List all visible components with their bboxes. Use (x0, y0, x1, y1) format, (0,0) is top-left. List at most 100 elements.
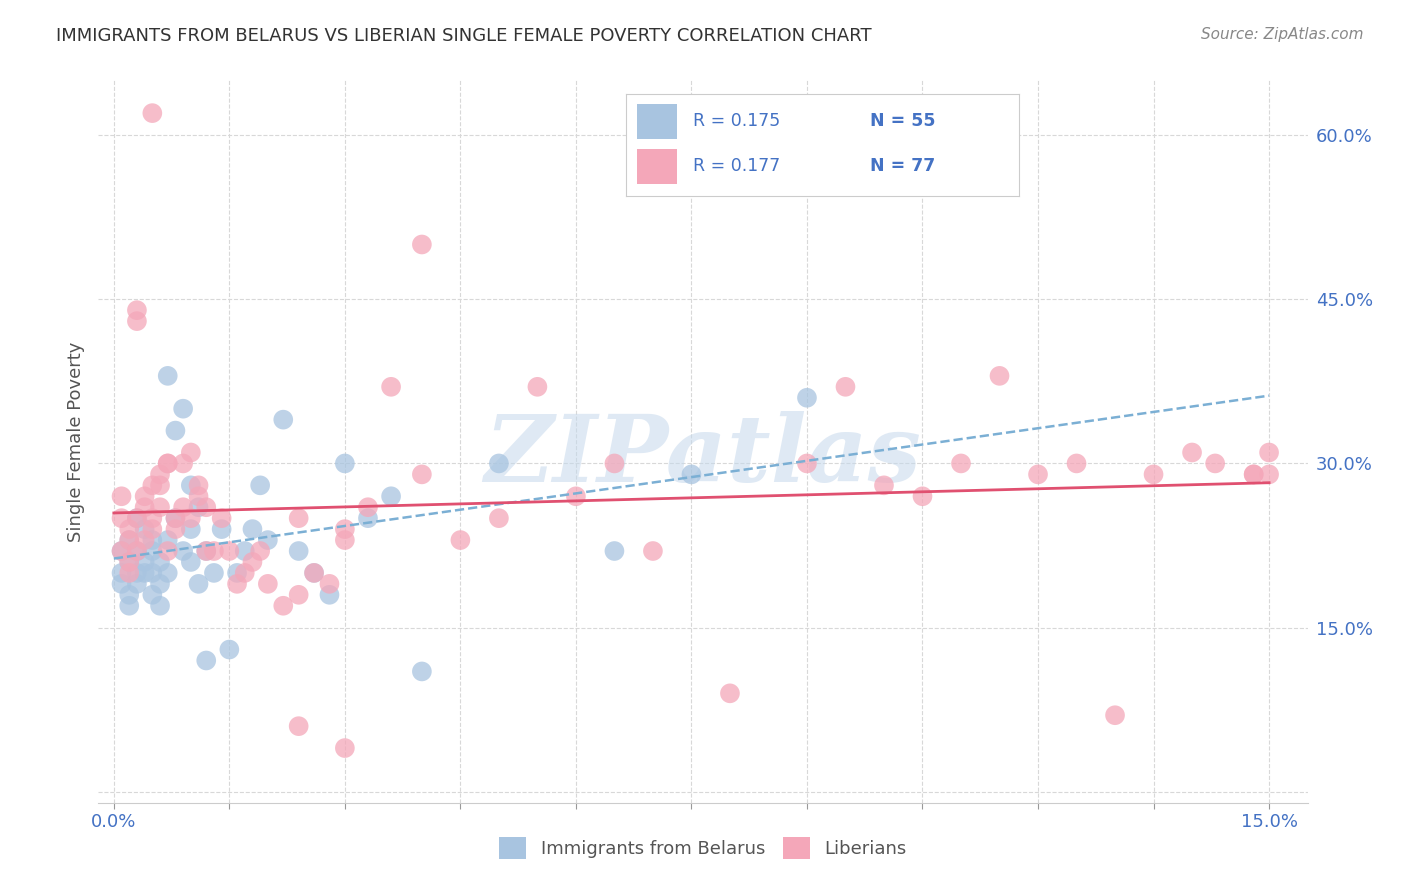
Point (488, 457, 510, 471)
Point (156, 457, 179, 471)
Point (1258, 445, 1281, 459)
Point (134, 522, 156, 536)
Point (950, 457, 973, 471)
Point (165, 511, 187, 525)
Bar (637, 104, 676, 139)
Text: IMMIGRANTS FROM BELARUS VS LIBERIAN SINGLE FEMALE POVERTY CORRELATION CHART: IMMIGRANTS FROM BELARUS VS LIBERIAN SING… (56, 27, 872, 45)
Text: ZIPatlas: ZIPatlas (485, 411, 921, 501)
Point (187, 577, 209, 591)
Point (302, 566, 325, 580)
Point (271, 412, 294, 426)
Point (333, 457, 356, 471)
Point (318, 588, 340, 602)
Point (380, 380, 402, 394)
Bar (637, 149, 676, 184)
Point (195, 653, 218, 667)
Text: N = 77: N = 77 (870, 158, 935, 176)
Point (249, 478, 271, 492)
Point (211, 522, 233, 536)
Point (110, 544, 132, 558)
Point (125, 303, 148, 318)
Point (411, 467, 433, 482)
Point (796, 391, 818, 405)
Point (141, 511, 163, 525)
Point (488, 511, 510, 525)
Legend: Immigrants from Belarus, Liberians: Immigrants from Belarus, Liberians (492, 830, 914, 866)
Point (257, 577, 280, 591)
Point (118, 522, 141, 536)
Point (118, 533, 141, 547)
Point (125, 511, 148, 525)
Point (911, 489, 934, 503)
Point (110, 489, 132, 503)
Point (125, 544, 148, 558)
Point (380, 489, 402, 503)
Point (141, 478, 163, 492)
Point (718, 686, 741, 700)
Point (195, 500, 218, 515)
Point (134, 566, 156, 580)
Point (357, 500, 380, 515)
Point (681, 467, 703, 482)
Point (1204, 457, 1226, 471)
Point (242, 555, 264, 569)
Point (357, 511, 380, 525)
Point (156, 544, 179, 558)
Point (565, 489, 588, 503)
Point (165, 424, 187, 438)
Point (187, 489, 209, 503)
Point (218, 544, 240, 558)
Point (1243, 467, 1265, 482)
Point (226, 566, 249, 580)
Point (1104, 708, 1126, 723)
Point (180, 445, 202, 459)
Point (180, 522, 202, 536)
Point (118, 588, 141, 602)
Point (988, 368, 1011, 383)
Point (834, 380, 856, 394)
Point (333, 741, 356, 756)
Point (141, 533, 163, 547)
Point (165, 522, 187, 536)
Point (149, 500, 172, 515)
Point (110, 577, 132, 591)
Point (110, 544, 132, 558)
Point (1142, 467, 1164, 482)
Text: Source: ZipAtlas.com: Source: ZipAtlas.com (1201, 27, 1364, 42)
Point (118, 599, 141, 613)
Point (149, 599, 172, 613)
Point (603, 544, 626, 558)
Point (134, 533, 156, 547)
Point (141, 566, 163, 580)
Point (110, 566, 132, 580)
Point (287, 544, 309, 558)
Point (1258, 467, 1281, 482)
Text: N = 55: N = 55 (870, 112, 935, 130)
Point (195, 544, 218, 558)
Point (226, 577, 249, 591)
Point (302, 566, 325, 580)
Point (187, 500, 209, 515)
Point (165, 511, 187, 525)
Point (180, 555, 202, 569)
Point (110, 511, 132, 525)
Point (318, 577, 340, 591)
Point (172, 457, 194, 471)
Point (149, 467, 172, 482)
Point (287, 588, 309, 602)
Point (411, 665, 433, 679)
Point (172, 401, 194, 416)
Point (218, 642, 240, 657)
Point (172, 544, 194, 558)
Point (141, 106, 163, 120)
Point (641, 544, 664, 558)
Point (796, 457, 818, 471)
Point (180, 478, 202, 492)
Point (125, 566, 148, 580)
Point (156, 566, 179, 580)
Point (141, 588, 163, 602)
Y-axis label: Single Female Poverty: Single Female Poverty (66, 342, 84, 541)
Point (125, 314, 148, 328)
Point (125, 577, 148, 591)
Point (873, 478, 896, 492)
